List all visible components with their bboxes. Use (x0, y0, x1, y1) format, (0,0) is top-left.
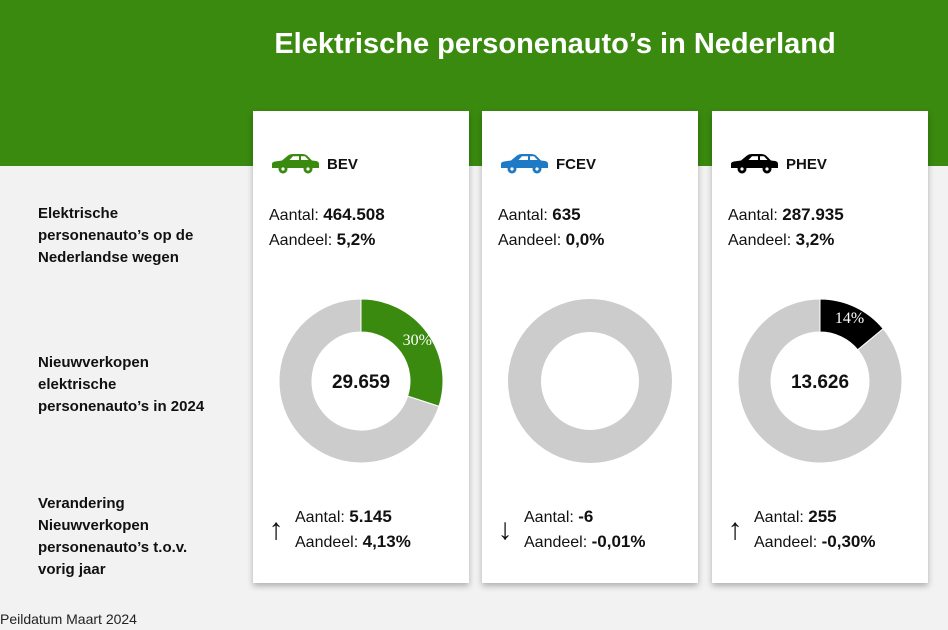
aantal-label: Aantal: (524, 509, 574, 526)
donut-center-value: 29.659 (332, 372, 390, 393)
row-label-change: Verandering Nieuwverkopen personenauto’s… (38, 493, 228, 581)
donut-svg: 30% 29.659 (279, 298, 443, 464)
arrow-down-icon: ↓ (497, 513, 513, 546)
stock-stats: Aantal: 635 Aandeel: 0,0% (498, 203, 604, 253)
row-label-line: personenauto’s op de (38, 227, 194, 244)
footer-date: Peildatum Maart 2024 (0, 611, 137, 627)
aandeel-label: Aandeel: (295, 534, 359, 551)
change-aantal-value: -6 (578, 507, 594, 526)
card-title: PHEV (786, 155, 827, 173)
aandeel-label: Aandeel: (269, 232, 333, 249)
donut-slice (360, 298, 443, 407)
card-title: BEV (327, 155, 358, 173)
stock-aandeel-value: 3,2% (795, 230, 835, 249)
card-header: PHEV (728, 151, 827, 177)
aantal-label: Aantal: (754, 509, 804, 526)
aantal-label: Aantal: (728, 207, 778, 224)
change-stats: ↓ Aantal: -6 Aandeel: -0,01% (494, 505, 646, 555)
change-aantal-value: 5.145 (349, 507, 392, 526)
aandeel-label: Aandeel: (728, 232, 792, 249)
row-label-line: Nieuwverkopen (38, 354, 149, 371)
row-label-line: Nieuwverkopen (38, 517, 149, 534)
card-header: BEV (269, 151, 358, 177)
donut-slice (508, 299, 672, 463)
stock-aantal-value: 464.508 (323, 205, 385, 224)
slice-percent-label: 14% (835, 310, 864, 327)
donut-chart (508, 295, 672, 467)
change-aandeel-value: -0,01% (591, 532, 646, 551)
card-bev: BEV Aantal: 464.508 Aandeel: 5,2% 30% 29.… (253, 111, 469, 583)
row-label-stock: Elektrische personenauto’s op de Nederla… (38, 203, 228, 269)
aandeel-label: Aandeel: (524, 534, 588, 551)
donut-svg (508, 299, 672, 463)
change-stats: ↑ Aantal: 255 Aandeel: -0,30% (724, 505, 876, 555)
row-label-line: vorig jaar (38, 561, 106, 578)
row-label-line: elektrische (38, 376, 117, 393)
aandeel-label: Aandeel: (498, 232, 562, 249)
car-icon (272, 154, 319, 174)
slice-percent-label: 30% (403, 332, 432, 349)
change-aandeel-value: 4,13% (362, 532, 411, 551)
donut-chart: 30% 29.659 (279, 295, 443, 467)
change-aantal-value: 255 (808, 507, 837, 526)
row-label-line: Verandering (38, 495, 125, 512)
donut-chart: 14% 13.626 (738, 295, 902, 467)
donut-svg: 14% 13.626 (738, 298, 902, 464)
stock-aantal-value: 635 (552, 205, 581, 224)
change-stats: ↑ Aantal: 5.145 Aandeel: 4,13% (265, 505, 411, 555)
car-icon (731, 154, 778, 174)
row-label-line: Elektrische (38, 205, 119, 222)
card-header: FCEV (498, 151, 596, 177)
card-title: FCEV (556, 155, 597, 173)
donut-slice (738, 298, 902, 464)
car-icon (501, 154, 548, 174)
donut-slice (279, 298, 440, 464)
page-title: Elektrische personenauto’s in Nederland (274, 28, 836, 60)
arrow-up-icon: ↑ (268, 513, 284, 546)
row-label-line: Nederlandse wegen (38, 249, 179, 266)
stock-stats: Aantal: 464.508 Aandeel: 5,2% (269, 203, 385, 253)
donut-center-value: 13.626 (791, 372, 849, 393)
stock-stats: Aantal: 287.935 Aandeel: 3,2% (728, 203, 844, 253)
arrow-up-icon: ↑ (727, 513, 743, 546)
aantal-label: Aantal: (498, 207, 548, 224)
row-label-line: personenauto’s in 2024 (38, 398, 205, 415)
stock-aandeel-value: 0,0% (565, 230, 605, 249)
aantal-label: Aantal: (269, 207, 319, 224)
row-label-line: personenauto’s t.o.v. (38, 539, 188, 556)
card-fcev: FCEV Aantal: 635 Aandeel: 0,0% ↓ Aantal:… (482, 111, 698, 583)
aandeel-label: Aandeel: (754, 534, 818, 551)
change-aandeel-value: -0,30% (821, 532, 876, 551)
aantal-label: Aantal: (295, 509, 345, 526)
stock-aandeel-value: 5,2% (336, 230, 376, 249)
stock-aantal-value: 287.935 (782, 205, 844, 224)
row-label-sales: Nieuwverkopen elektrische personenauto’s… (38, 352, 228, 418)
card-phev: PHEV Aantal: 287.935 Aandeel: 3,2% 14% 13… (712, 111, 928, 583)
